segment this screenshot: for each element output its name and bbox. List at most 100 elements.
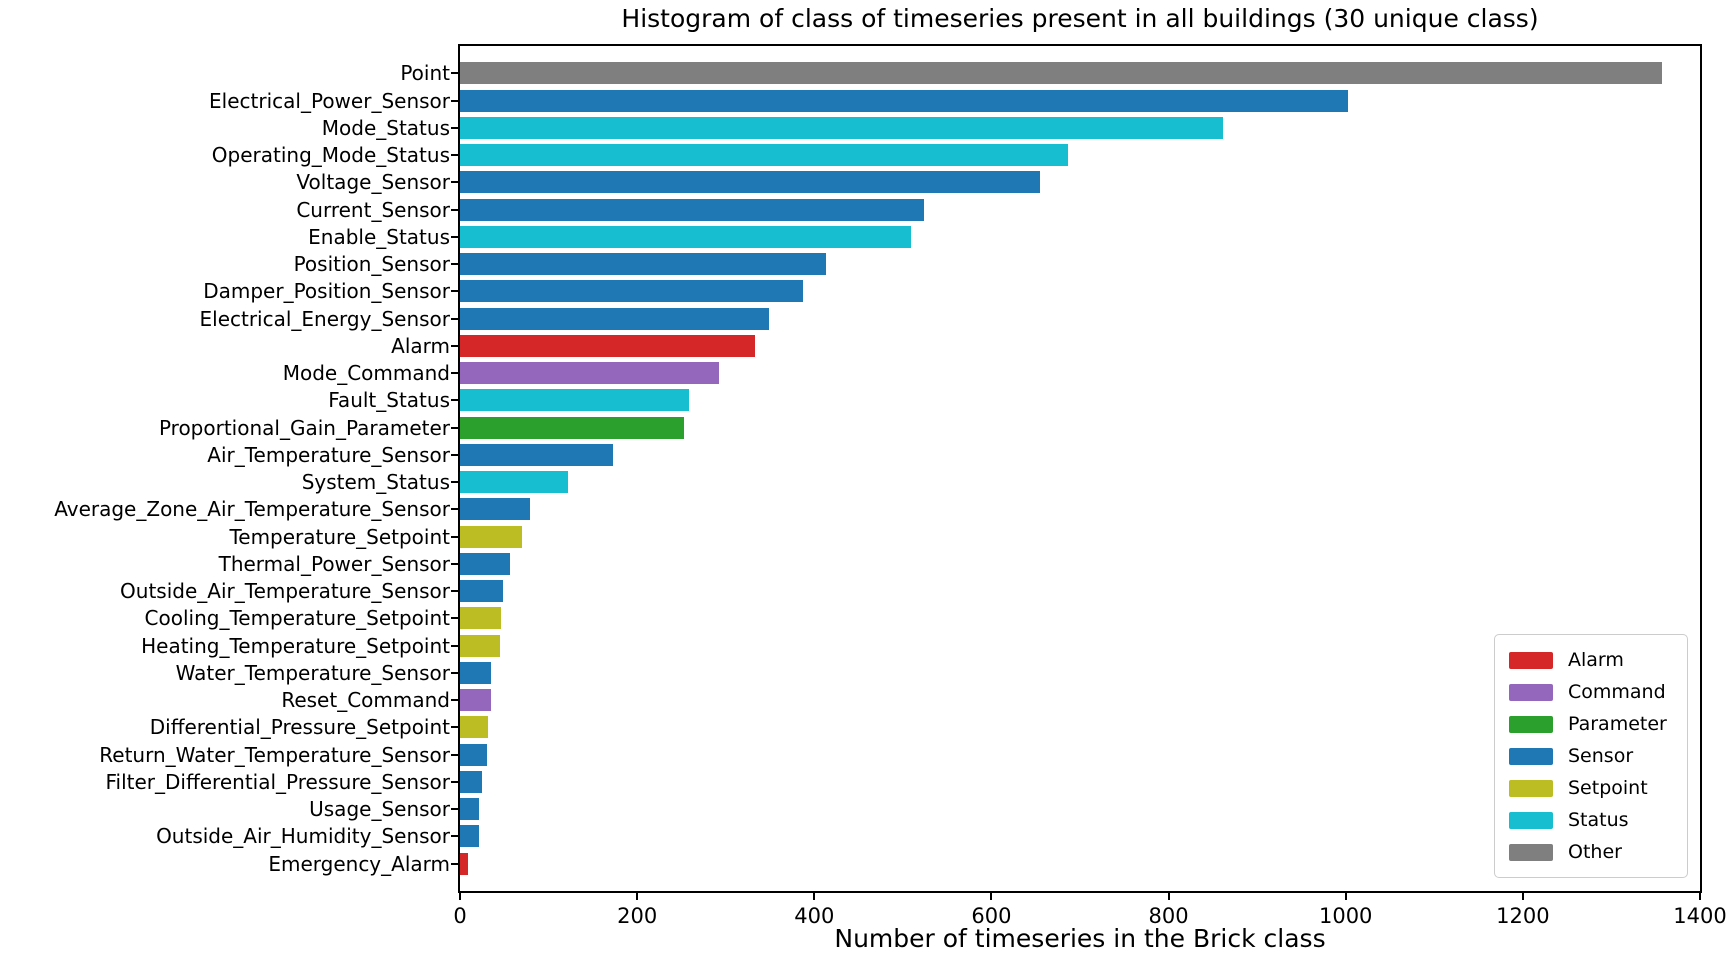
y-tick bbox=[451, 535, 458, 538]
y-tick-label: Temperature_Setpoint bbox=[229, 524, 450, 549]
x-tick bbox=[1699, 893, 1701, 900]
y-tick bbox=[451, 263, 458, 266]
legend-swatch-icon bbox=[1509, 683, 1553, 701]
y-tick bbox=[451, 72, 458, 75]
y-tick bbox=[451, 671, 458, 674]
bar-temperature_setpoint bbox=[460, 525, 522, 548]
bar-position_sensor bbox=[460, 253, 826, 276]
y-tick bbox=[451, 726, 458, 729]
legend-label: Status bbox=[1568, 809, 1629, 831]
legend: Alarm Command Parameter Sensor Setpoint Statu… bbox=[1494, 634, 1688, 878]
y-tick-label: Position_Sensor bbox=[293, 252, 450, 277]
bar-average_zone_air_temperature_sensor bbox=[460, 498, 530, 521]
x-tick bbox=[990, 893, 993, 900]
bar-outside_air_humidity_sensor bbox=[460, 825, 479, 848]
bar-filter_differential_pressure_sensor bbox=[460, 770, 483, 793]
bar-operating_mode_status bbox=[460, 144, 1069, 167]
legend-label: Command bbox=[1568, 681, 1666, 703]
bar-differential_pressure_setpoint bbox=[460, 716, 489, 739]
y-tick-label: Fault_Status bbox=[328, 388, 450, 413]
bar-mode_command bbox=[460, 362, 719, 385]
y-tick bbox=[451, 399, 458, 402]
x-tick-label: 1200 bbox=[1496, 904, 1550, 928]
y-tick bbox=[451, 644, 458, 647]
y-tick bbox=[451, 426, 458, 429]
y-tick-label: Outside_Air_Humidity_Sensor bbox=[156, 824, 450, 849]
y-tick-label: Cooling_Temperature_Setpoint bbox=[144, 606, 450, 631]
legend-item-alarm: Alarm bbox=[1509, 644, 1687, 676]
y-tick-label: Air_Temperature_Sensor bbox=[207, 442, 450, 467]
x-tick-label: 1400 bbox=[1673, 904, 1727, 928]
y-tick-label: Mode_Status bbox=[321, 115, 450, 140]
y-tick bbox=[451, 835, 458, 838]
y-tick-label: Reset_Command bbox=[281, 688, 450, 713]
bar-current_sensor bbox=[460, 198, 925, 221]
legend-swatch-icon bbox=[1509, 779, 1553, 797]
legend-label: Sensor bbox=[1568, 745, 1634, 767]
bar-fault_status bbox=[460, 389, 689, 412]
bar-return_water_temperature_sensor bbox=[460, 743, 487, 766]
x-tick-label: 0 bbox=[453, 904, 467, 928]
y-tick-label: Outside_Air_Temperature_Sensor bbox=[120, 579, 450, 604]
plot-area: Point Electrical_Power_Sensor Mode_Status O… bbox=[54, 44, 1727, 928]
y-tick bbox=[451, 562, 458, 565]
y-tick bbox=[451, 453, 458, 456]
y-tick-label: Water_Temperature_Sensor bbox=[175, 660, 450, 685]
y-tick-label: Mode_Command bbox=[282, 361, 450, 386]
y-tick bbox=[451, 508, 458, 511]
chart-title: Histogram of class of timeseries present… bbox=[621, 4, 1539, 33]
legend-swatch-icon bbox=[1509, 747, 1553, 765]
y-tick-label: Operating_Mode_Status bbox=[211, 143, 450, 168]
y-tick bbox=[451, 617, 458, 620]
y-tick bbox=[451, 154, 458, 157]
legend-item-other: Other bbox=[1509, 836, 1687, 868]
x-tick-label: 200 bbox=[617, 904, 658, 928]
x-tick bbox=[1521, 893, 1524, 900]
legend-item-parameter: Parameter bbox=[1509, 708, 1687, 740]
y-tick-label: Electrical_Power_Sensor bbox=[209, 88, 450, 113]
x-tick bbox=[813, 893, 816, 900]
y-tick-label: System_Status bbox=[301, 470, 450, 495]
bar-outside_air_temperature_sensor bbox=[460, 580, 504, 603]
bar-point bbox=[460, 62, 1662, 85]
y-tick-label: Heating_Temperature_Setpoint bbox=[141, 633, 450, 658]
y-tick bbox=[451, 235, 458, 238]
bar-cooling_temperature_setpoint bbox=[460, 607, 501, 630]
x-tick bbox=[636, 893, 639, 900]
y-tick bbox=[451, 590, 458, 593]
y-tick-label: Usage_Sensor bbox=[309, 797, 450, 822]
legend-swatch-icon bbox=[1509, 843, 1553, 861]
bar-water_temperature_sensor bbox=[460, 661, 491, 684]
legend-swatch-icon bbox=[1509, 715, 1553, 733]
legend-label: Parameter bbox=[1568, 713, 1667, 735]
bar-air_temperature_sensor bbox=[460, 443, 614, 466]
legend-swatch-icon bbox=[1509, 811, 1553, 829]
x-tick-label: 800 bbox=[1148, 904, 1189, 928]
x-tick-label: 1000 bbox=[1318, 904, 1373, 928]
bar-alarm bbox=[460, 334, 755, 357]
bar-emergency_alarm bbox=[460, 852, 468, 875]
bar-thermal_power_sensor bbox=[460, 552, 510, 575]
legend-label: Setpoint bbox=[1568, 777, 1648, 799]
y-tick bbox=[451, 481, 458, 484]
y-tick bbox=[451, 99, 458, 102]
bar-enable_status bbox=[460, 225, 911, 248]
y-tick bbox=[451, 808, 458, 811]
x-axis-label: Number of timeseries in the Brick class bbox=[834, 924, 1326, 953]
legend-swatch-icon bbox=[1509, 651, 1553, 669]
y-tick bbox=[451, 344, 458, 347]
y-tick-label: Thermal_Power_Sensor bbox=[218, 551, 450, 576]
y-tick-label: Point bbox=[400, 61, 450, 86]
y-tick-label: Differential_Pressure_Setpoint bbox=[149, 715, 450, 740]
y-tick bbox=[451, 780, 458, 783]
y-tick bbox=[451, 317, 458, 320]
x-tick-label: 400 bbox=[794, 904, 835, 928]
y-tick-label: Return_Water_Temperature_Sensor bbox=[99, 742, 450, 767]
y-tick bbox=[451, 753, 458, 756]
legend-item-command: Command bbox=[1509, 676, 1687, 708]
bar-system_status bbox=[460, 471, 569, 494]
legend-item-sensor: Sensor bbox=[1509, 740, 1687, 772]
y-tick bbox=[451, 372, 458, 375]
bar-proportional_gain_parameter bbox=[460, 416, 685, 439]
